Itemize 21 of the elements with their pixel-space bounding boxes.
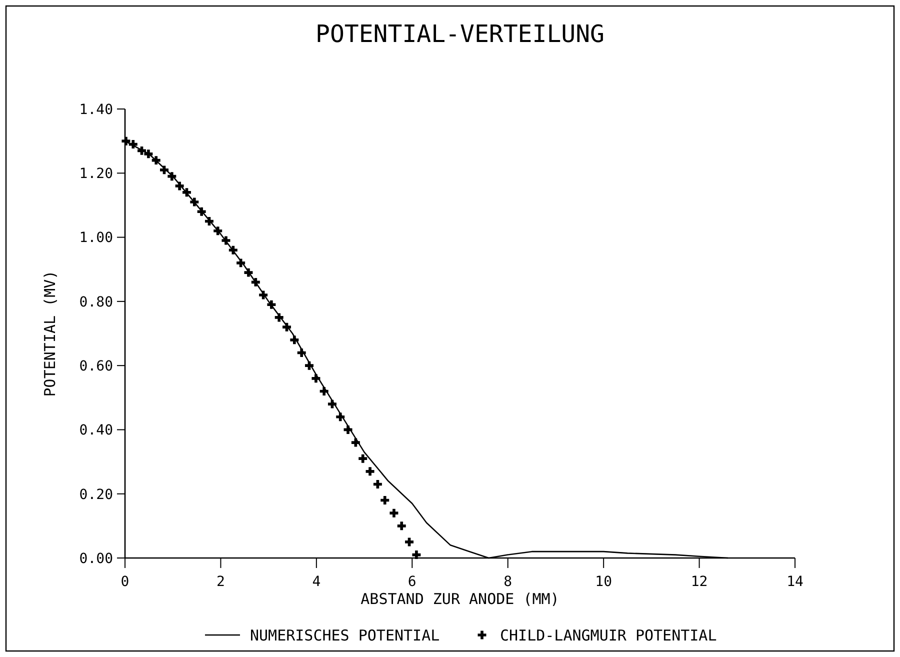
x-tick-label: 10	[595, 574, 612, 590]
y-axis-title: POTENTIAL (MV)	[41, 270, 59, 397]
y-tick-label: 0.40	[79, 422, 113, 439]
x-tick-label: 4	[312, 574, 321, 590]
x-tick-label: 12	[690, 574, 708, 590]
x-tick-label: 2	[216, 574, 225, 590]
chart-title: POTENTIAL-VERTEILUNG	[316, 20, 604, 48]
legend-label: NUMERISCHES POTENTIAL	[250, 626, 440, 644]
x-tick-label: 6	[408, 574, 416, 590]
x-tick-label: 8	[504, 574, 512, 590]
y-tick-label: 0.20	[79, 486, 113, 503]
y-tick-label: 0.60	[79, 358, 113, 374]
x-tick-label: 14	[786, 574, 804, 590]
y-tick-label: 1.00	[79, 230, 113, 246]
y-tick-label: 1.20	[79, 166, 113, 182]
x-axis-title: ABSTAND ZUR ANODE (MM)	[360, 590, 560, 608]
y-tick-label: 0.00	[79, 550, 113, 567]
x-tick-label: 0	[120, 574, 130, 590]
y-tick-label: 1.40	[79, 102, 113, 118]
y-tick-label: 0.80	[79, 294, 113, 310]
legend-label: CHILD-LANGMUIR POTENTIAL	[500, 626, 717, 644]
